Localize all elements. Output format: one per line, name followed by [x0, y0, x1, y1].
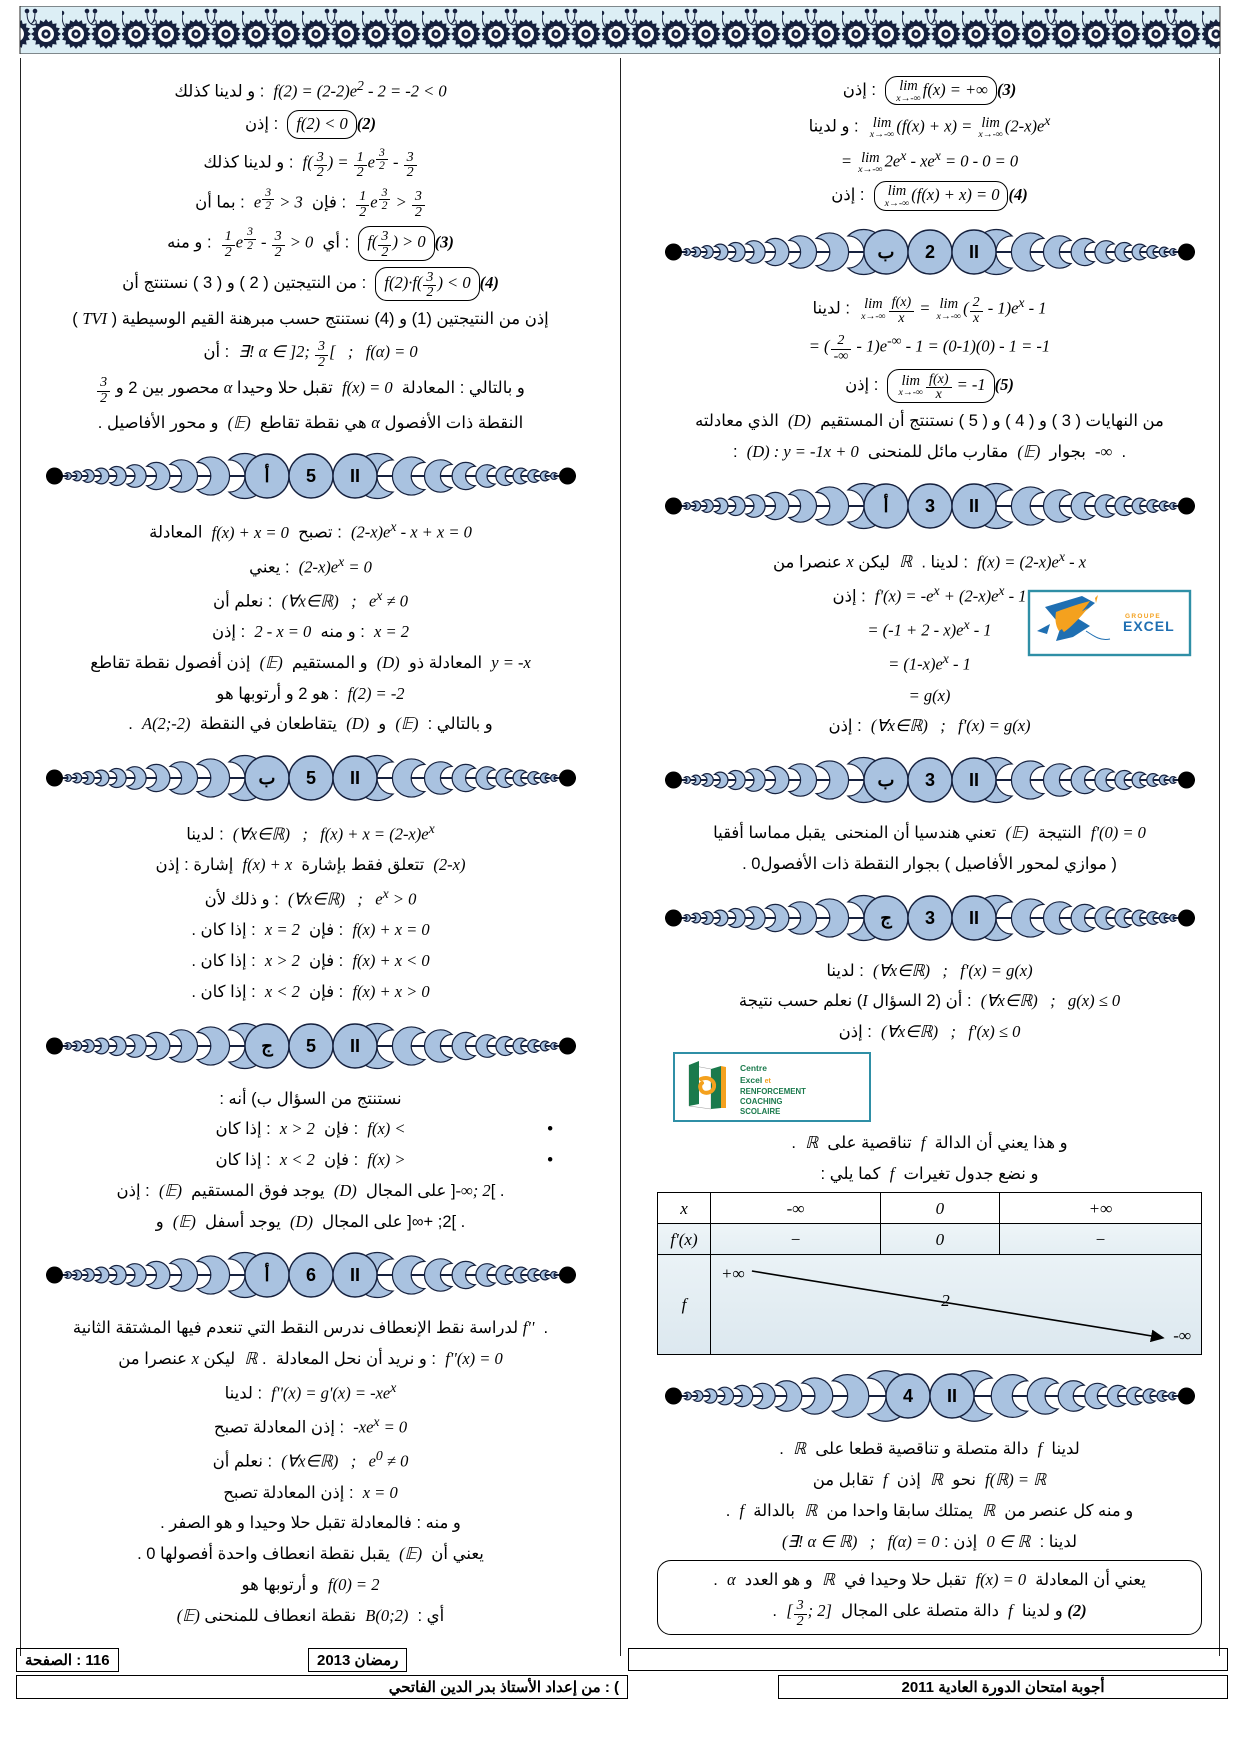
svg-text:EXCEL: EXCEL	[1123, 618, 1175, 634]
svg-text:4: 4	[902, 1386, 912, 1406]
svg-text:Centre: Centre	[740, 1063, 767, 1073]
svg-text:SCOLAIRE: SCOLAIRE	[740, 1107, 780, 1116]
svg-text:II: II	[349, 1265, 359, 1285]
svg-text:ب: ب	[877, 770, 894, 790]
svg-text:II: II	[968, 242, 978, 262]
svg-text:II: II	[349, 1036, 359, 1056]
svg-text:ب: ب	[877, 242, 894, 262]
svg-text:ج: ج	[261, 1036, 273, 1057]
svg-text:II: II	[968, 908, 978, 928]
svg-text:II: II	[968, 770, 978, 790]
svg-text:5: 5	[305, 466, 315, 486]
svg-text:5: 5	[305, 1036, 315, 1056]
svg-text:أ: أ	[264, 1263, 269, 1285]
svg-text:II: II	[349, 768, 359, 788]
svg-text:II: II	[968, 496, 978, 516]
svg-text:أ: أ	[264, 464, 269, 486]
svg-text:6: 6	[305, 1265, 315, 1285]
svg-text:3: 3	[924, 496, 934, 516]
svg-text:II: II	[349, 466, 359, 486]
svg-text:5: 5	[305, 768, 315, 788]
svg-text:أ: أ	[883, 494, 888, 516]
svg-text:COACHING: COACHING	[740, 1097, 782, 1106]
svg-text:ب: ب	[258, 768, 275, 788]
svg-text:RENFORCEMENT: RENFORCEMENT	[740, 1087, 806, 1096]
svg-text:II: II	[946, 1386, 956, 1406]
svg-text:3: 3	[924, 908, 934, 928]
svg-text:2: 2	[924, 242, 934, 262]
svg-text:ج: ج	[880, 908, 892, 929]
svg-text:3: 3	[924, 770, 934, 790]
